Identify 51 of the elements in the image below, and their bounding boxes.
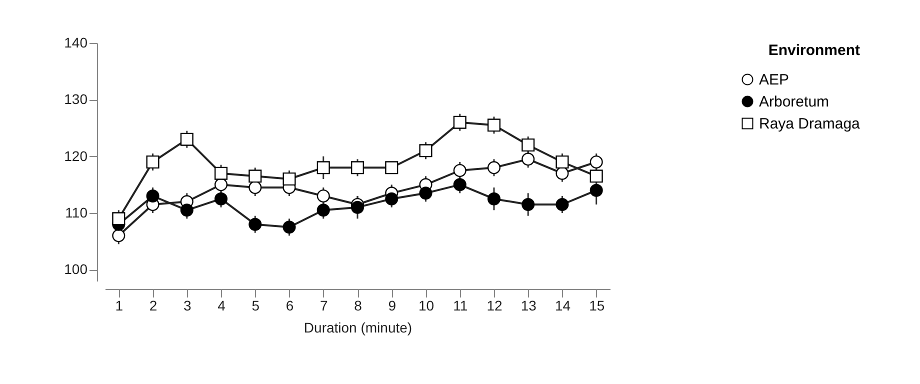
x-tick-label: 10: [418, 298, 434, 314]
point: [419, 144, 432, 158]
y-tick-label: 110: [65, 204, 88, 220]
point: [487, 192, 500, 206]
point: [350, 200, 364, 214]
point: [180, 204, 194, 217]
point: [282, 220, 296, 234]
point: [385, 161, 398, 174]
point: [248, 218, 262, 231]
point: [590, 184, 603, 197]
point: [487, 118, 500, 132]
point: [385, 192, 398, 206]
x-tick-label: 4: [218, 298, 226, 314]
legend-label: Raya Dramaga: [759, 116, 861, 132]
x-axis-title: Duration (minute): [304, 320, 412, 336]
point: [453, 116, 466, 129]
point: [350, 161, 364, 174]
point: [556, 198, 569, 212]
y-tick-label: 120: [64, 148, 88, 164]
x-tick-label: 6: [286, 298, 294, 314]
x-tick-label: 8: [354, 298, 362, 314]
point: [522, 198, 535, 212]
x-tick-label: 11: [453, 298, 468, 314]
point: [248, 180, 262, 194]
point: [556, 155, 569, 169]
x-tick-label: 5: [252, 298, 260, 314]
x-tick-label: 15: [589, 298, 605, 314]
point: [316, 161, 330, 174]
y-tick-label: 130: [64, 91, 88, 108]
point: [214, 166, 228, 180]
x-tick-label: 2: [149, 298, 158, 314]
x-tick-label: 9: [388, 298, 396, 314]
point: [180, 132, 194, 146]
y-tick-label: 100: [64, 261, 88, 278]
legend-label: Arboretum: [759, 94, 830, 110]
x-tick-label: 12: [486, 298, 502, 314]
point: [282, 172, 296, 186]
x-tick-label: 1: [115, 298, 124, 314]
legend-label: AEP: [759, 72, 790, 88]
y-tick-label: 140: [64, 34, 88, 50]
point: [487, 161, 500, 174]
x-tick-label: 7: [320, 298, 328, 314]
point: [146, 155, 160, 169]
point: [556, 166, 569, 180]
x-tick-label: 3: [183, 298, 192, 314]
legend-title: Environment: [768, 42, 860, 59]
point: [419, 186, 432, 200]
x-tick-label: 13: [520, 298, 537, 314]
point: [248, 170, 262, 183]
x-tick-label: 14: [554, 298, 571, 314]
point: [146, 189, 160, 203]
